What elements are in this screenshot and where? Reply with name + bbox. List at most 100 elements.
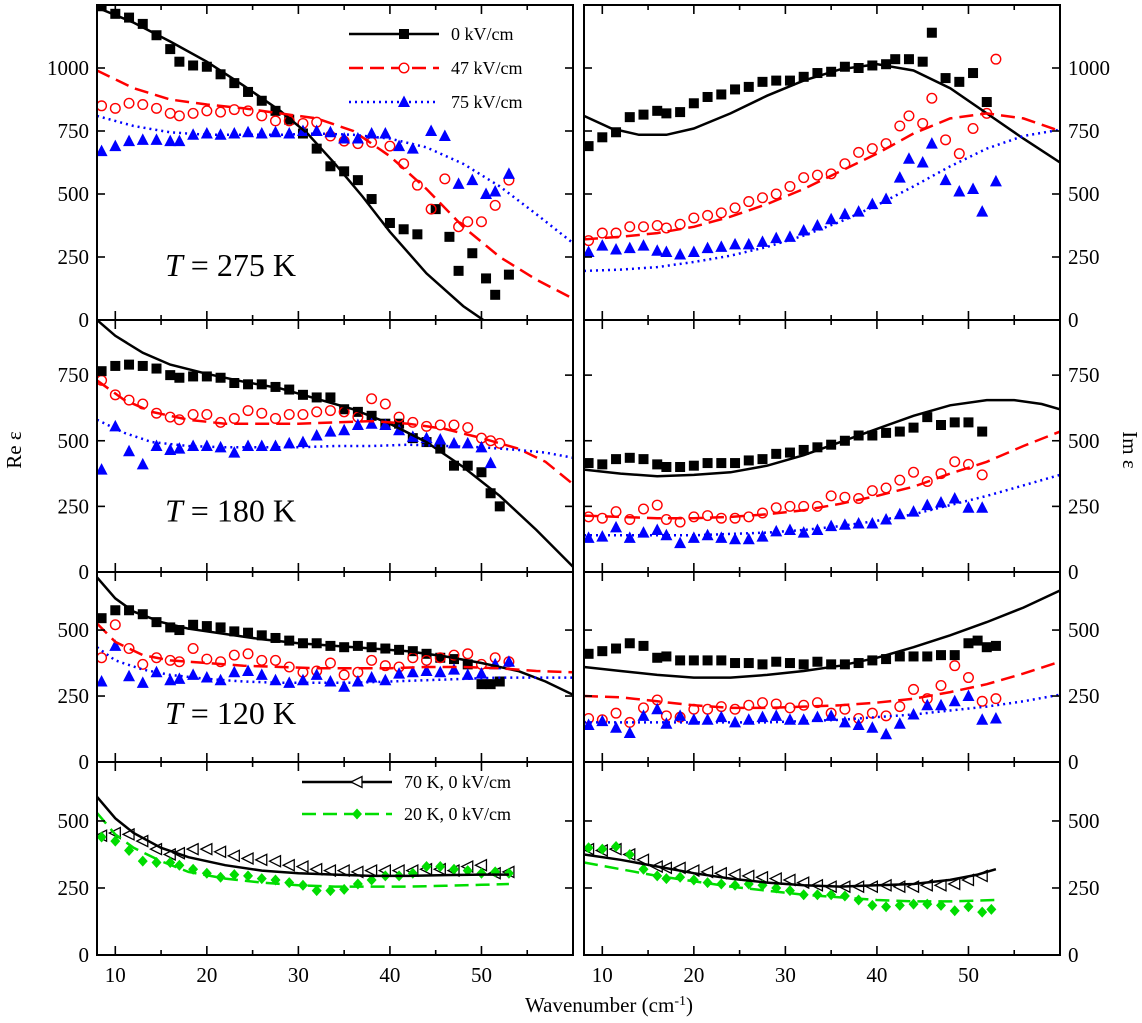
data-point-triangle [420, 664, 433, 676]
data-point-triangle [97, 463, 108, 475]
data-point-triangle [935, 698, 947, 711]
data-point-triangle [651, 702, 664, 715]
data-point-triangle [269, 439, 282, 451]
fit-line-dot [97, 646, 573, 685]
data-point-triangle [466, 173, 479, 186]
data-point-open-triangle [947, 877, 961, 891]
data-point-triangle [242, 439, 255, 451]
data-point-square [826, 659, 837, 670]
data-point-triangle [365, 127, 378, 139]
data-point-diamond [462, 865, 473, 877]
data-point-square [476, 467, 487, 478]
data-point-triangle [742, 237, 755, 250]
data-point-triangle [489, 184, 502, 197]
data-point-triangle [475, 667, 488, 679]
data-point-square [638, 640, 649, 651]
data-point-triangle [173, 134, 186, 147]
plot-area [584, 27, 1060, 273]
y-tick-label: 500 [58, 809, 90, 833]
data-point-triangle [452, 177, 465, 189]
data-point-circle [949, 456, 961, 468]
data-point-triangle [173, 672, 186, 684]
data-point-triangle [164, 443, 177, 455]
plot-area [97, 5, 573, 320]
data-point-diamond [449, 863, 459, 875]
data-point-triangle [651, 523, 664, 535]
data-point-square [476, 679, 487, 690]
data-point-triangle [715, 240, 728, 252]
x-tick-label: 50 [958, 963, 979, 987]
data-point-diamond [297, 879, 308, 891]
data-point-square [435, 443, 446, 454]
x-tick-label: 50 [471, 963, 492, 987]
data-point-square [757, 76, 768, 87]
data-point-square [110, 360, 121, 371]
data-point-circle [908, 466, 920, 478]
data-point-triangle [783, 230, 796, 242]
data-point-diamond [881, 901, 892, 913]
y-tick-label: 750 [58, 119, 90, 143]
legend-label: 0 kV/cm [451, 24, 514, 44]
data-point-square [771, 75, 782, 86]
fit-line-dot [584, 693, 1060, 724]
data-point-circle [97, 100, 108, 112]
data-point-triangle [393, 667, 406, 679]
fit-line-dash [584, 430, 1060, 520]
data-point-triangle [461, 668, 474, 680]
data-point-circle [894, 701, 906, 713]
data-point-square [339, 166, 350, 177]
data-point-triangle [715, 710, 728, 723]
data-point-square [894, 651, 905, 662]
data-point-circle [743, 699, 755, 711]
y-tick-label: 0 [1068, 943, 1079, 967]
data-point-circle [187, 643, 199, 655]
data-point-triangle [893, 171, 906, 183]
plot-area [97, 795, 515, 897]
data-point-square [412, 229, 423, 240]
data-point-triangle [976, 713, 989, 725]
data-point-circle [811, 169, 823, 181]
data-point-circle [215, 106, 227, 118]
panel-frame [583, 761, 1061, 956]
data-point-square [97, 366, 107, 377]
data-point-triangle [200, 127, 213, 139]
data-point-triangle [962, 501, 975, 513]
data-point-square [611, 127, 622, 138]
data-point-circle [715, 207, 727, 219]
data-point-square [270, 632, 281, 643]
data-point-square [963, 638, 974, 649]
data-point-circle [638, 503, 650, 515]
data-point-open-triangle [309, 862, 323, 876]
data-point-square [124, 359, 135, 370]
data-point-diamond [936, 899, 946, 911]
data-point-circle [953, 148, 965, 160]
data-point-circle [164, 107, 176, 119]
data-point-diamond [597, 843, 608, 855]
data-point-triangle [660, 528, 673, 541]
data-point-square [174, 625, 185, 636]
data-point-triangle [164, 134, 177, 147]
data-point-square [201, 371, 212, 382]
data-point-circle [990, 693, 1002, 705]
data-point-square [702, 458, 713, 469]
data-point-triangle [660, 245, 673, 257]
data-point-square [485, 488, 496, 499]
data-point-circle [908, 683, 920, 695]
data-point-triangle [480, 187, 493, 199]
data-point-square [124, 12, 135, 23]
data-point-open-triangle [281, 858, 295, 872]
data-point-square [215, 69, 226, 80]
data-point-square [151, 363, 162, 374]
data-point-square [652, 459, 663, 470]
data-point-triangle [880, 727, 893, 740]
data-point-circle [976, 469, 988, 481]
data-point-square [894, 426, 905, 437]
data-point-open-triangle [636, 853, 650, 867]
data-point-circle [489, 199, 501, 211]
data-point-circle [462, 648, 474, 660]
data-point-square [453, 265, 464, 276]
data-point-triangle [797, 526, 810, 538]
data-point-open-triangle [768, 872, 782, 886]
data-point-square [325, 392, 336, 403]
data-point-square [798, 444, 809, 455]
